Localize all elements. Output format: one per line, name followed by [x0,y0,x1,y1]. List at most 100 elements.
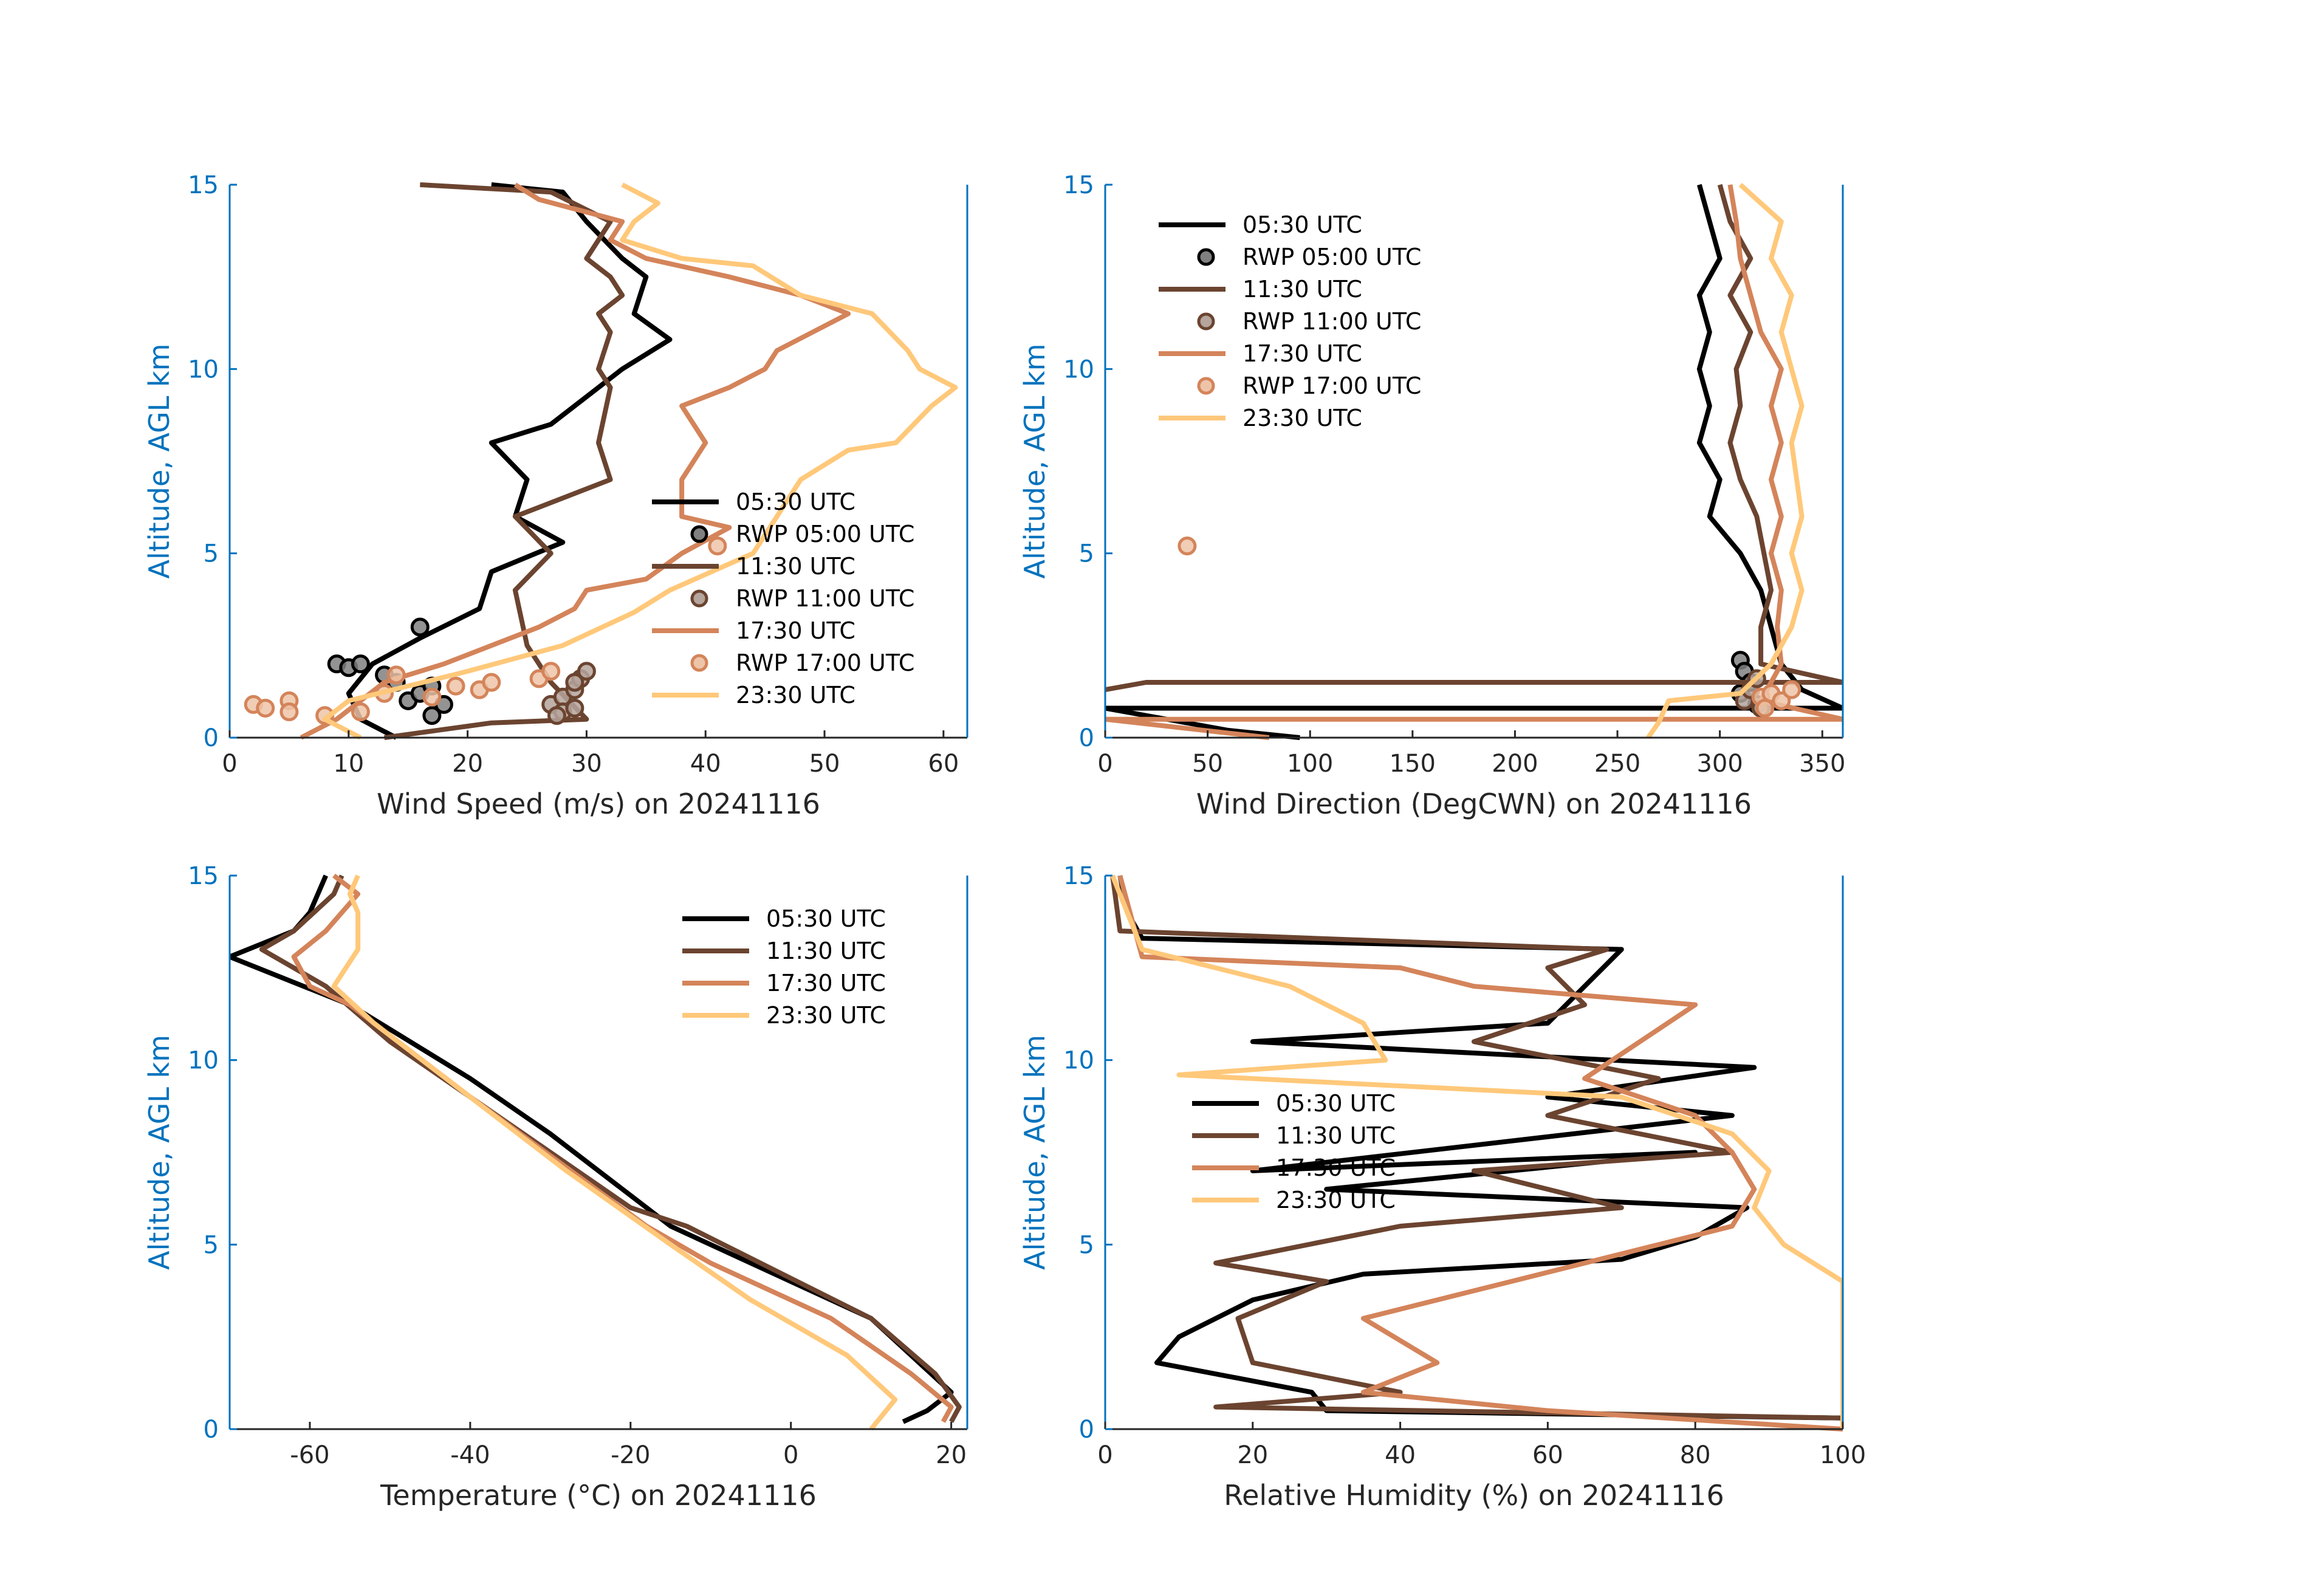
x-tick-label: 0 [222,750,237,778]
x-tick-label: -60 [290,1441,329,1469]
x-axis-label: Relative Humidity (%) on 20241116 [1224,1479,1724,1512]
legend-label: RWP 11:00 UTC [1243,308,1421,335]
series-line-0 [1105,184,1843,740]
temperature-axes: -60 -40 -20 0 20 0 5 10 15 Temperature (°C) on 20… [143,862,968,1512]
x-tick-label: 150 [1390,750,1436,778]
legend-label: 11:30 UTC [736,553,855,580]
wind-speed-legend: 05:30 UTC RWP 05:00 UTC 11:30 UTC RWP 11:00… [652,489,914,708]
x-tick-label: 0 [783,1441,798,1469]
series-line-1 [1110,875,1843,1421]
relative-humidity-axes: 0 20 40 60 80 100 0 5 10 15 Relative Humidity (%) … [1018,862,1866,1512]
y-axis-label: Altitude, AGL km [143,1035,176,1270]
legend-marker-swatch [1197,377,1215,395]
legend-label: 05:30 UTC [1243,211,1362,238]
rwp-point-1-8 [422,706,442,725]
x-tick-label: 300 [1696,750,1743,778]
rwp-point-5-7 [386,665,406,685]
rwp-point-5-11 [482,673,501,692]
x-tick-label: 100 [1287,750,1333,778]
y-tick-label: 15 [1063,171,1094,199]
rwp-point-3-4 [577,662,596,681]
legend-label: 17:30 UTC [1243,340,1362,367]
y-tick-label: 10 [188,355,219,383]
wind-direction-axes: 0 50 100 150 200 250 300 350 0 5 10 15 Wind Directio… [1018,171,1845,820]
series-line-2 [1105,184,1843,693]
legend-label: 23:30 UTC [736,682,855,708]
x-tick-label: 40 [690,750,721,778]
y-tick-label: 15 [1063,862,1094,890]
y-tick-label: 5 [1079,540,1094,568]
y-tick-label: 10 [1063,355,1094,383]
legend-marker-swatch [1197,248,1215,266]
x-tick-label: 50 [809,750,840,778]
y-tick-label: 10 [1063,1047,1094,1075]
legend-label: 11:30 UTC [1276,1122,1396,1149]
y-tick-label: 15 [188,171,219,199]
y-tick-label: 5 [204,540,219,568]
legend-label: 05:30 UTC [766,905,886,932]
legend-label: 17:30 UTC [1276,1154,1396,1181]
x-tick-label: 200 [1492,750,1538,778]
series-line-2 [383,182,625,740]
rwp-point-5-1 [256,698,275,718]
legend-marker-swatch [690,654,708,672]
legend-label: RWP 17:00 UTC [736,650,914,676]
x-tick-label: 0 [1097,750,1112,778]
x-tick-label: 20 [1237,1441,1268,1469]
legend-label: 23:30 UTC [1276,1187,1396,1213]
x-axis-label: Temperature (°C) on 20241116 [380,1479,817,1512]
legend-label: RWP 05:00 UTC [1243,244,1421,270]
legend-marker-swatch [690,589,708,608]
rwp-point-1-2 [351,654,370,674]
x-axis-label: Wind Direction (DegCWN) on 20241116 [1196,787,1752,820]
y-axis-label: Altitude, AGL km [143,343,176,578]
series-line-0 [346,182,673,740]
series-line-4 [300,182,851,740]
rwp-point-5-9 [446,676,465,696]
rwp-point-5-14 [708,537,727,556]
rwp-point-5-13 [541,662,561,681]
rwp-point-3-6 [565,698,584,718]
legend-label: 17:30 UTC [736,617,855,644]
y-axis-label: Altitude, AGL km [1018,343,1051,578]
x-tick-label: 20 [936,1441,967,1469]
series-line-2 [1117,874,1843,1432]
rwp-point-5-0 [1177,537,1197,556]
series-line-3 [1110,874,1843,1429]
legend-marker-swatch [690,525,708,543]
legend-marker-swatch [1197,312,1215,331]
rwp-point-3-8 [565,673,584,692]
series-line-0 [1117,875,1843,1421]
relative-humidity-plot-area [1110,874,1843,1432]
x-tick-label: -40 [450,1441,490,1469]
y-tick-label: 0 [204,724,219,752]
y-tick-label: 15 [188,862,219,890]
temperature-plot-area [230,873,962,1431]
legend-label: 05:30 UTC [1276,1090,1396,1117]
rwp-point-5-5 [351,702,370,722]
x-tick-label: 250 [1594,750,1640,778]
series-line-6 [322,182,958,740]
x-tick-label: 100 [1820,1441,1866,1469]
rwp-point-5-5 [1755,698,1775,718]
legend-label: 23:30 UTC [1243,405,1362,431]
rwp-point-5-3 [1772,691,1791,710]
wind-direction-legend: 05:30 UTC RWP 05:00 UTC 11:30 UTC RWP 11:00… [1159,211,1421,431]
y-tick-label: 5 [1079,1231,1094,1259]
x-tick-label: 0 [1097,1441,1112,1469]
wind-speed-plot-area [244,182,958,740]
wind-direction-plot-area [1105,183,1843,740]
y-tick-label: 0 [1079,724,1094,752]
relative-humidity-legend: 05:30 UTC 11:30 UTC 17:30 UTC 23:30 UTC [1192,1090,1396,1213]
legend-label: 11:30 UTC [766,938,886,964]
y-axis-label: Altitude, AGL km [1018,1035,1051,1270]
x-tick-label: 60 [928,750,959,778]
x-tick-label: 350 [1799,750,1845,778]
x-tick-label: 40 [1385,1441,1416,1469]
legend-label: 23:30 UTC [766,1002,886,1029]
legend-label: 05:30 UTC [736,489,855,515]
legend-label: 11:30 UTC [1243,276,1362,303]
x-tick-label: -20 [611,1441,650,1469]
y-tick-label: 5 [204,1231,219,1259]
